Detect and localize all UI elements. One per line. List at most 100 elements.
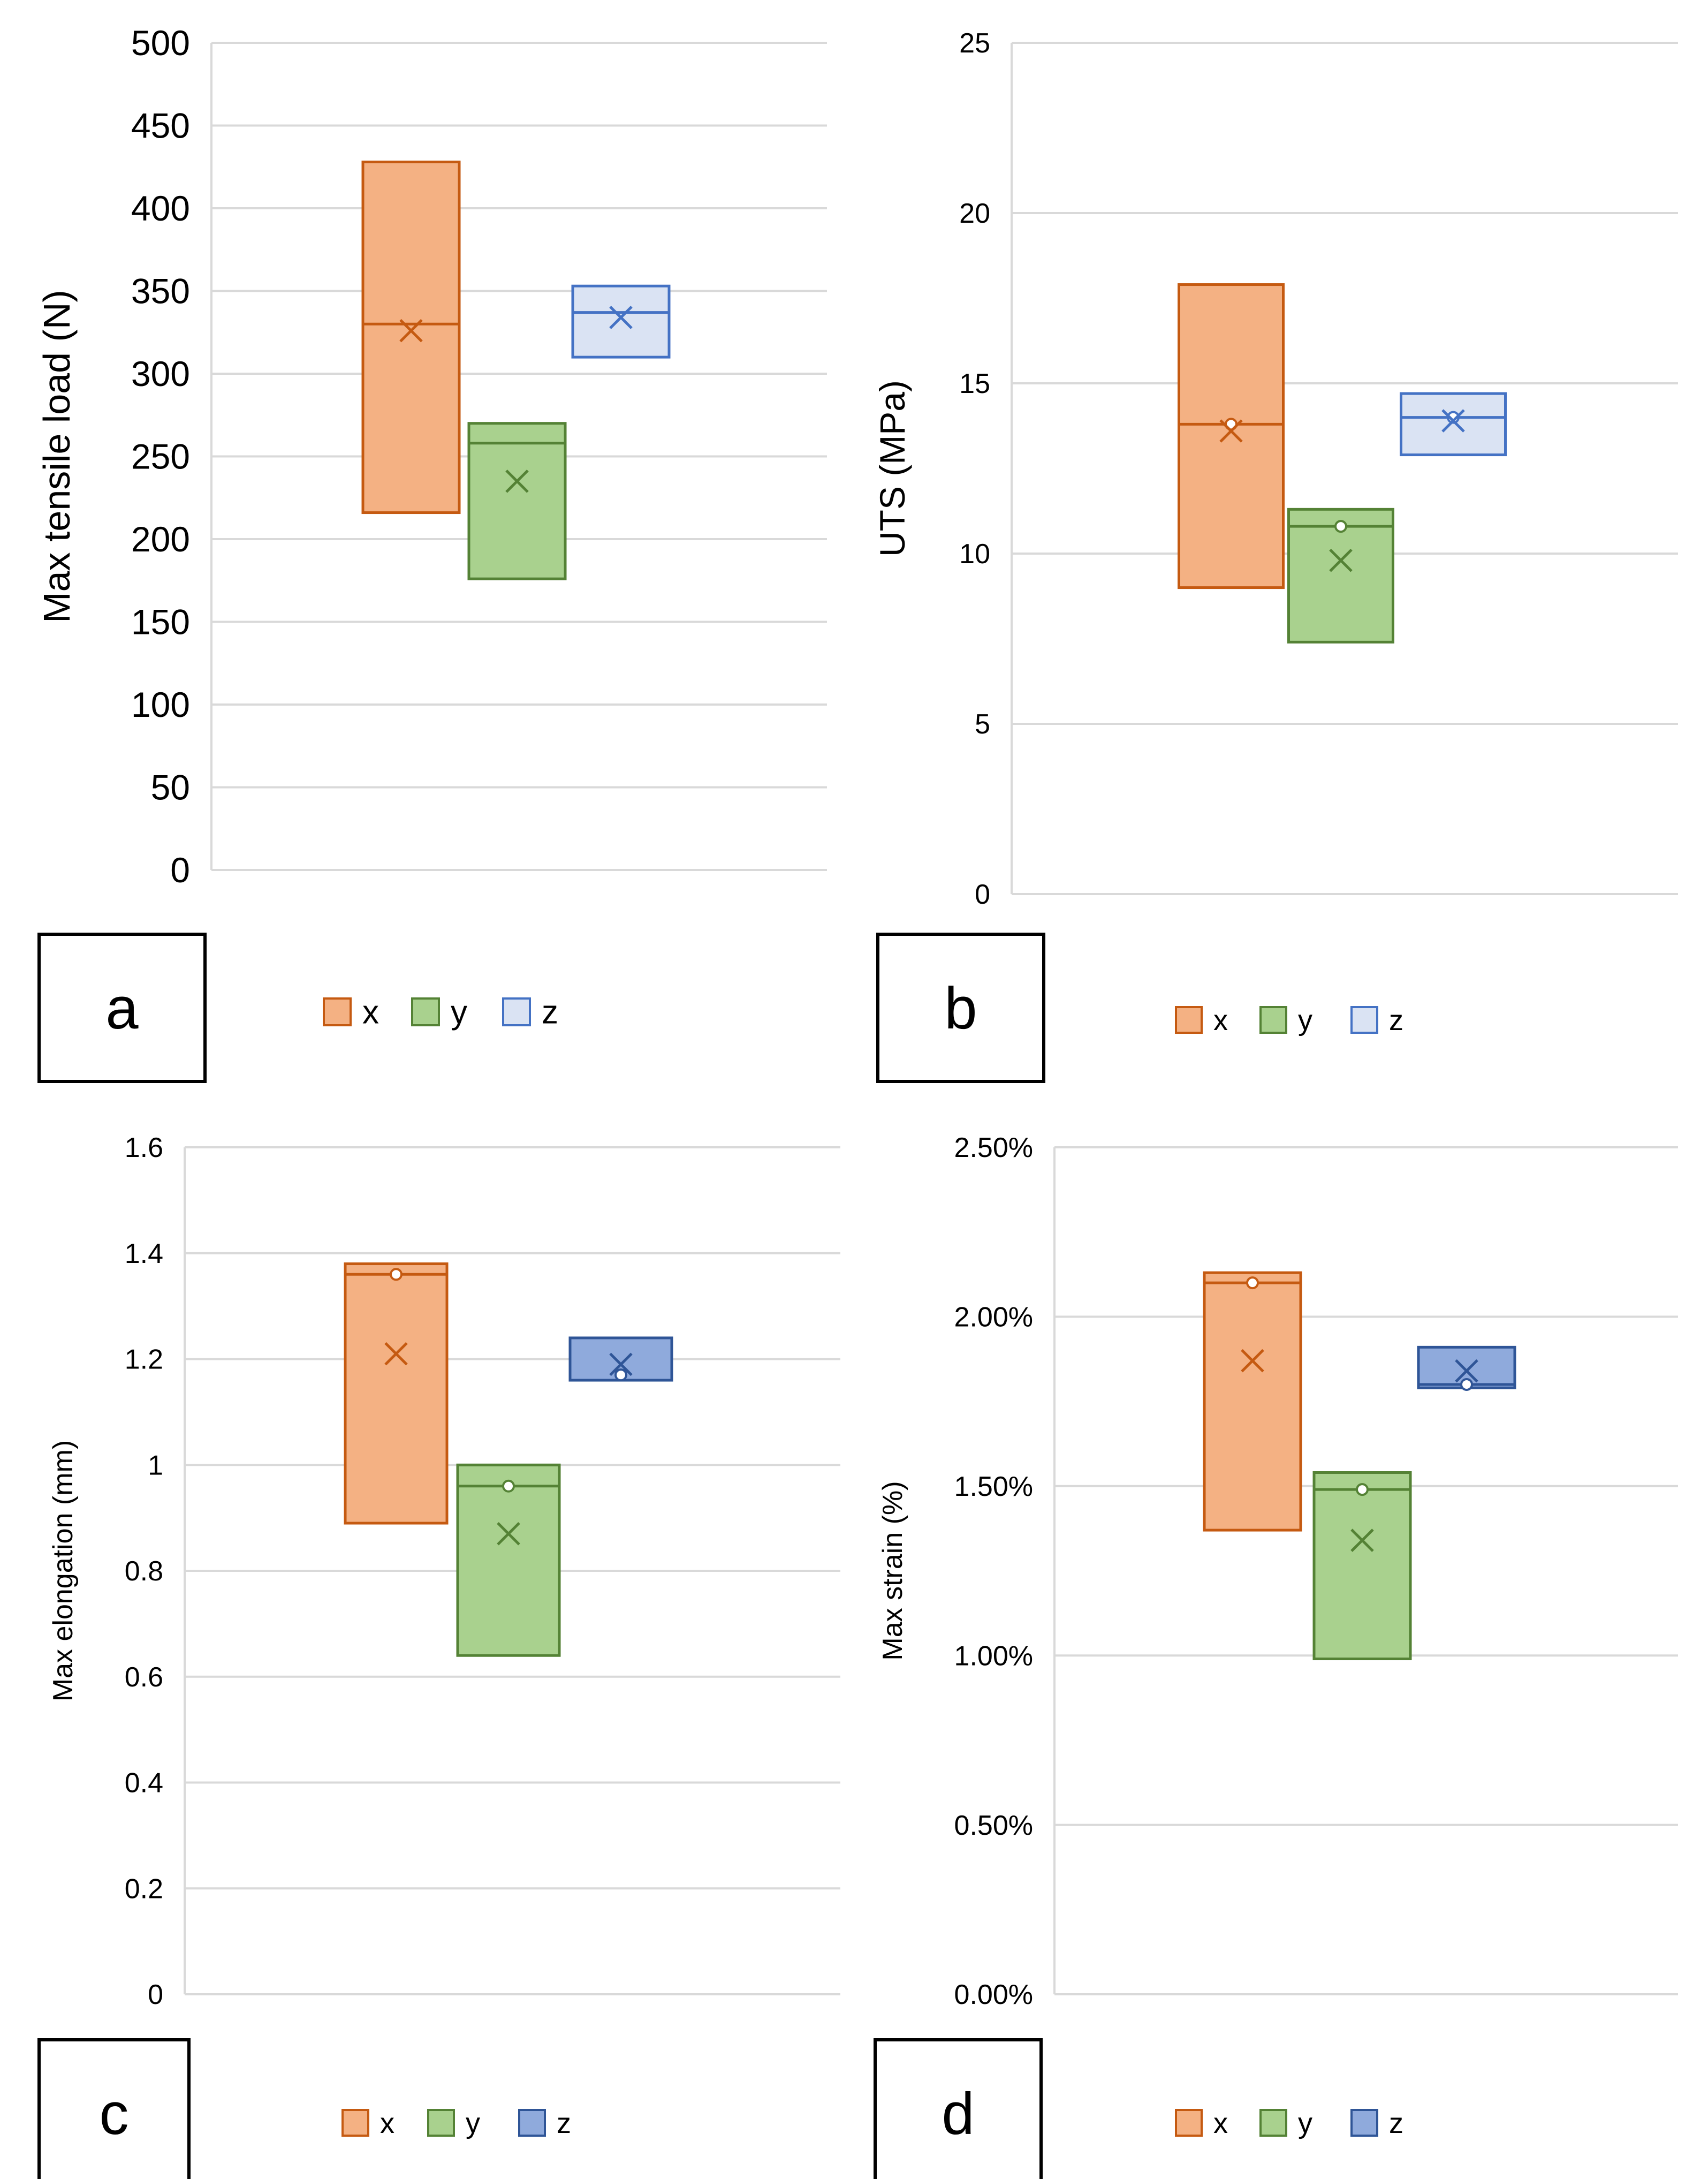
y-tick-label: 2.50% bbox=[954, 1132, 1033, 1163]
chart-panel-c: 0 0.2 0.4 0.6 0.8 1 1.2 1.4 1.6 Max elongation (m… bbox=[37, 1132, 840, 2179]
box-x bbox=[1178, 283, 1285, 589]
mean-marker-x bbox=[399, 319, 423, 343]
mean-marker-stroke bbox=[505, 470, 529, 493]
box-x bbox=[1203, 1271, 1302, 1532]
y-tick-label: 1.50% bbox=[954, 1471, 1033, 1502]
panel-label-box bbox=[874, 2038, 1043, 2179]
legend-swatch-z bbox=[1350, 2109, 1378, 2137]
mean-marker-z bbox=[609, 306, 633, 329]
y-tick-label: 100 bbox=[131, 685, 190, 724]
legend-label-z: z bbox=[1389, 2107, 1403, 2139]
box-x bbox=[344, 1262, 449, 1525]
mean-marker-stroke bbox=[1441, 409, 1465, 433]
mean-marker-stroke bbox=[399, 319, 423, 343]
legend-swatch-z bbox=[1350, 1006, 1378, 1034]
mean-marker-stroke bbox=[1329, 548, 1353, 572]
y-tick-label: 1 bbox=[148, 1450, 163, 1481]
mean-marker-y bbox=[1329, 548, 1353, 572]
chart-panel-d: 0.00% 0.50% 1.00% 1.50% 2.00% 2.50% Max strain… bbox=[874, 1132, 1678, 2179]
y-tick-label: 25 bbox=[959, 28, 990, 59]
mean-marker-stroke bbox=[1350, 1529, 1374, 1552]
panel-label: a bbox=[105, 975, 139, 1041]
mean-marker-z bbox=[609, 1352, 633, 1376]
y-tick-label: 15 bbox=[959, 368, 990, 399]
panel-label-box bbox=[37, 933, 207, 1083]
box-z bbox=[571, 284, 671, 359]
legend: x y z bbox=[1175, 1004, 1403, 1036]
y-tick-label: 450 bbox=[131, 106, 190, 146]
y-tick-label: 1.2 bbox=[125, 1344, 163, 1375]
y-tick-label: 200 bbox=[131, 519, 190, 559]
mean-marker-x bbox=[1219, 419, 1243, 443]
legend: x y z bbox=[1175, 2107, 1403, 2139]
box-y bbox=[456, 1463, 561, 1657]
legend-label-y: y bbox=[1298, 2107, 1312, 2139]
y-axis-label: Max tensile load (N) bbox=[36, 290, 78, 623]
data-point-z bbox=[1447, 411, 1460, 424]
panel-label: d bbox=[942, 2081, 974, 2147]
y-tick-label: 500 bbox=[131, 23, 190, 63]
legend-swatch-y bbox=[427, 2109, 455, 2137]
legend: x y z bbox=[341, 2107, 571, 2139]
data-point-y bbox=[1356, 1483, 1369, 1496]
y-tick-label: 0 bbox=[975, 879, 990, 910]
legend-swatch-x bbox=[1175, 1006, 1203, 1034]
legend-label-x: x bbox=[1213, 2107, 1228, 2139]
data-point-y bbox=[502, 1479, 515, 1493]
y-tick-label: 1.4 bbox=[125, 1238, 163, 1269]
legend-label-y: y bbox=[451, 994, 467, 1031]
legend-swatch-y bbox=[1259, 2109, 1287, 2137]
mean-marker-stroke bbox=[1219, 419, 1243, 443]
legend-swatch-z bbox=[518, 2109, 546, 2137]
mean-marker-stroke bbox=[384, 1342, 408, 1366]
chart-panel-a: 0 50 100 150 200 250 300 350 400 450 500 Max tensil… bbox=[36, 23, 827, 1083]
y-tick-label: 0.4 bbox=[125, 1768, 163, 1799]
legend-label-x: x bbox=[380, 2107, 394, 2139]
legend-swatch-y bbox=[411, 997, 440, 1026]
y-tick-label: 300 bbox=[131, 354, 190, 394]
legend-swatch-x bbox=[341, 2109, 369, 2137]
mean-marker-stroke bbox=[497, 1522, 520, 1546]
legend-swatch-x bbox=[1175, 2109, 1203, 2137]
legend-swatch-x bbox=[323, 997, 352, 1026]
y-tick-label: 20 bbox=[959, 198, 990, 229]
legend-label-y: y bbox=[466, 2107, 480, 2139]
box-y bbox=[1312, 1471, 1412, 1661]
legend-swatch-y bbox=[1259, 1006, 1287, 1034]
y-axis-label: UTS (MPa) bbox=[872, 380, 912, 557]
mean-marker-y bbox=[1350, 1529, 1374, 1552]
y-tick-label: 0.50% bbox=[954, 1810, 1033, 1841]
mean-marker-stroke bbox=[1455, 1359, 1478, 1383]
y-tick-label: 10 bbox=[959, 539, 990, 570]
panel-label: c bbox=[100, 2081, 129, 2147]
data-point-x bbox=[390, 1268, 403, 1281]
legend-label-z: z bbox=[1389, 1004, 1403, 1036]
panel-label: b bbox=[944, 975, 977, 1041]
y-tick-label: 0.8 bbox=[125, 1556, 163, 1587]
y-tick-label: 0 bbox=[170, 850, 190, 890]
mean-marker-stroke bbox=[609, 306, 633, 329]
legend: x y z bbox=[323, 994, 558, 1031]
panel-label-box bbox=[876, 933, 1045, 1083]
mean-marker-z bbox=[1441, 409, 1465, 433]
y-tick-label: 400 bbox=[131, 188, 190, 228]
mean-marker-y bbox=[505, 470, 529, 493]
y-tick-label: 1.00% bbox=[954, 1640, 1033, 1671]
legend-label-x: x bbox=[1213, 1004, 1228, 1036]
y-axis-label: Max strain (%) bbox=[877, 1481, 908, 1660]
y-tick-label: 0 bbox=[148, 1979, 163, 2010]
data-point-z bbox=[614, 1368, 627, 1382]
mean-marker-stroke bbox=[1241, 1349, 1264, 1373]
panel-label-box bbox=[37, 2038, 191, 2179]
y-tick-label: 0.00% bbox=[954, 1979, 1033, 2010]
legend-label-x: x bbox=[362, 994, 379, 1031]
box-z bbox=[1400, 392, 1507, 457]
mean-marker-x bbox=[384, 1342, 408, 1366]
y-tick-label: 5 bbox=[975, 709, 990, 740]
mean-marker-x bbox=[1241, 1349, 1264, 1373]
legend-label-z: z bbox=[557, 2107, 571, 2139]
legend-swatch-z bbox=[502, 997, 531, 1026]
data-point-x bbox=[1246, 1276, 1259, 1290]
y-tick-label: 50 bbox=[151, 768, 190, 807]
